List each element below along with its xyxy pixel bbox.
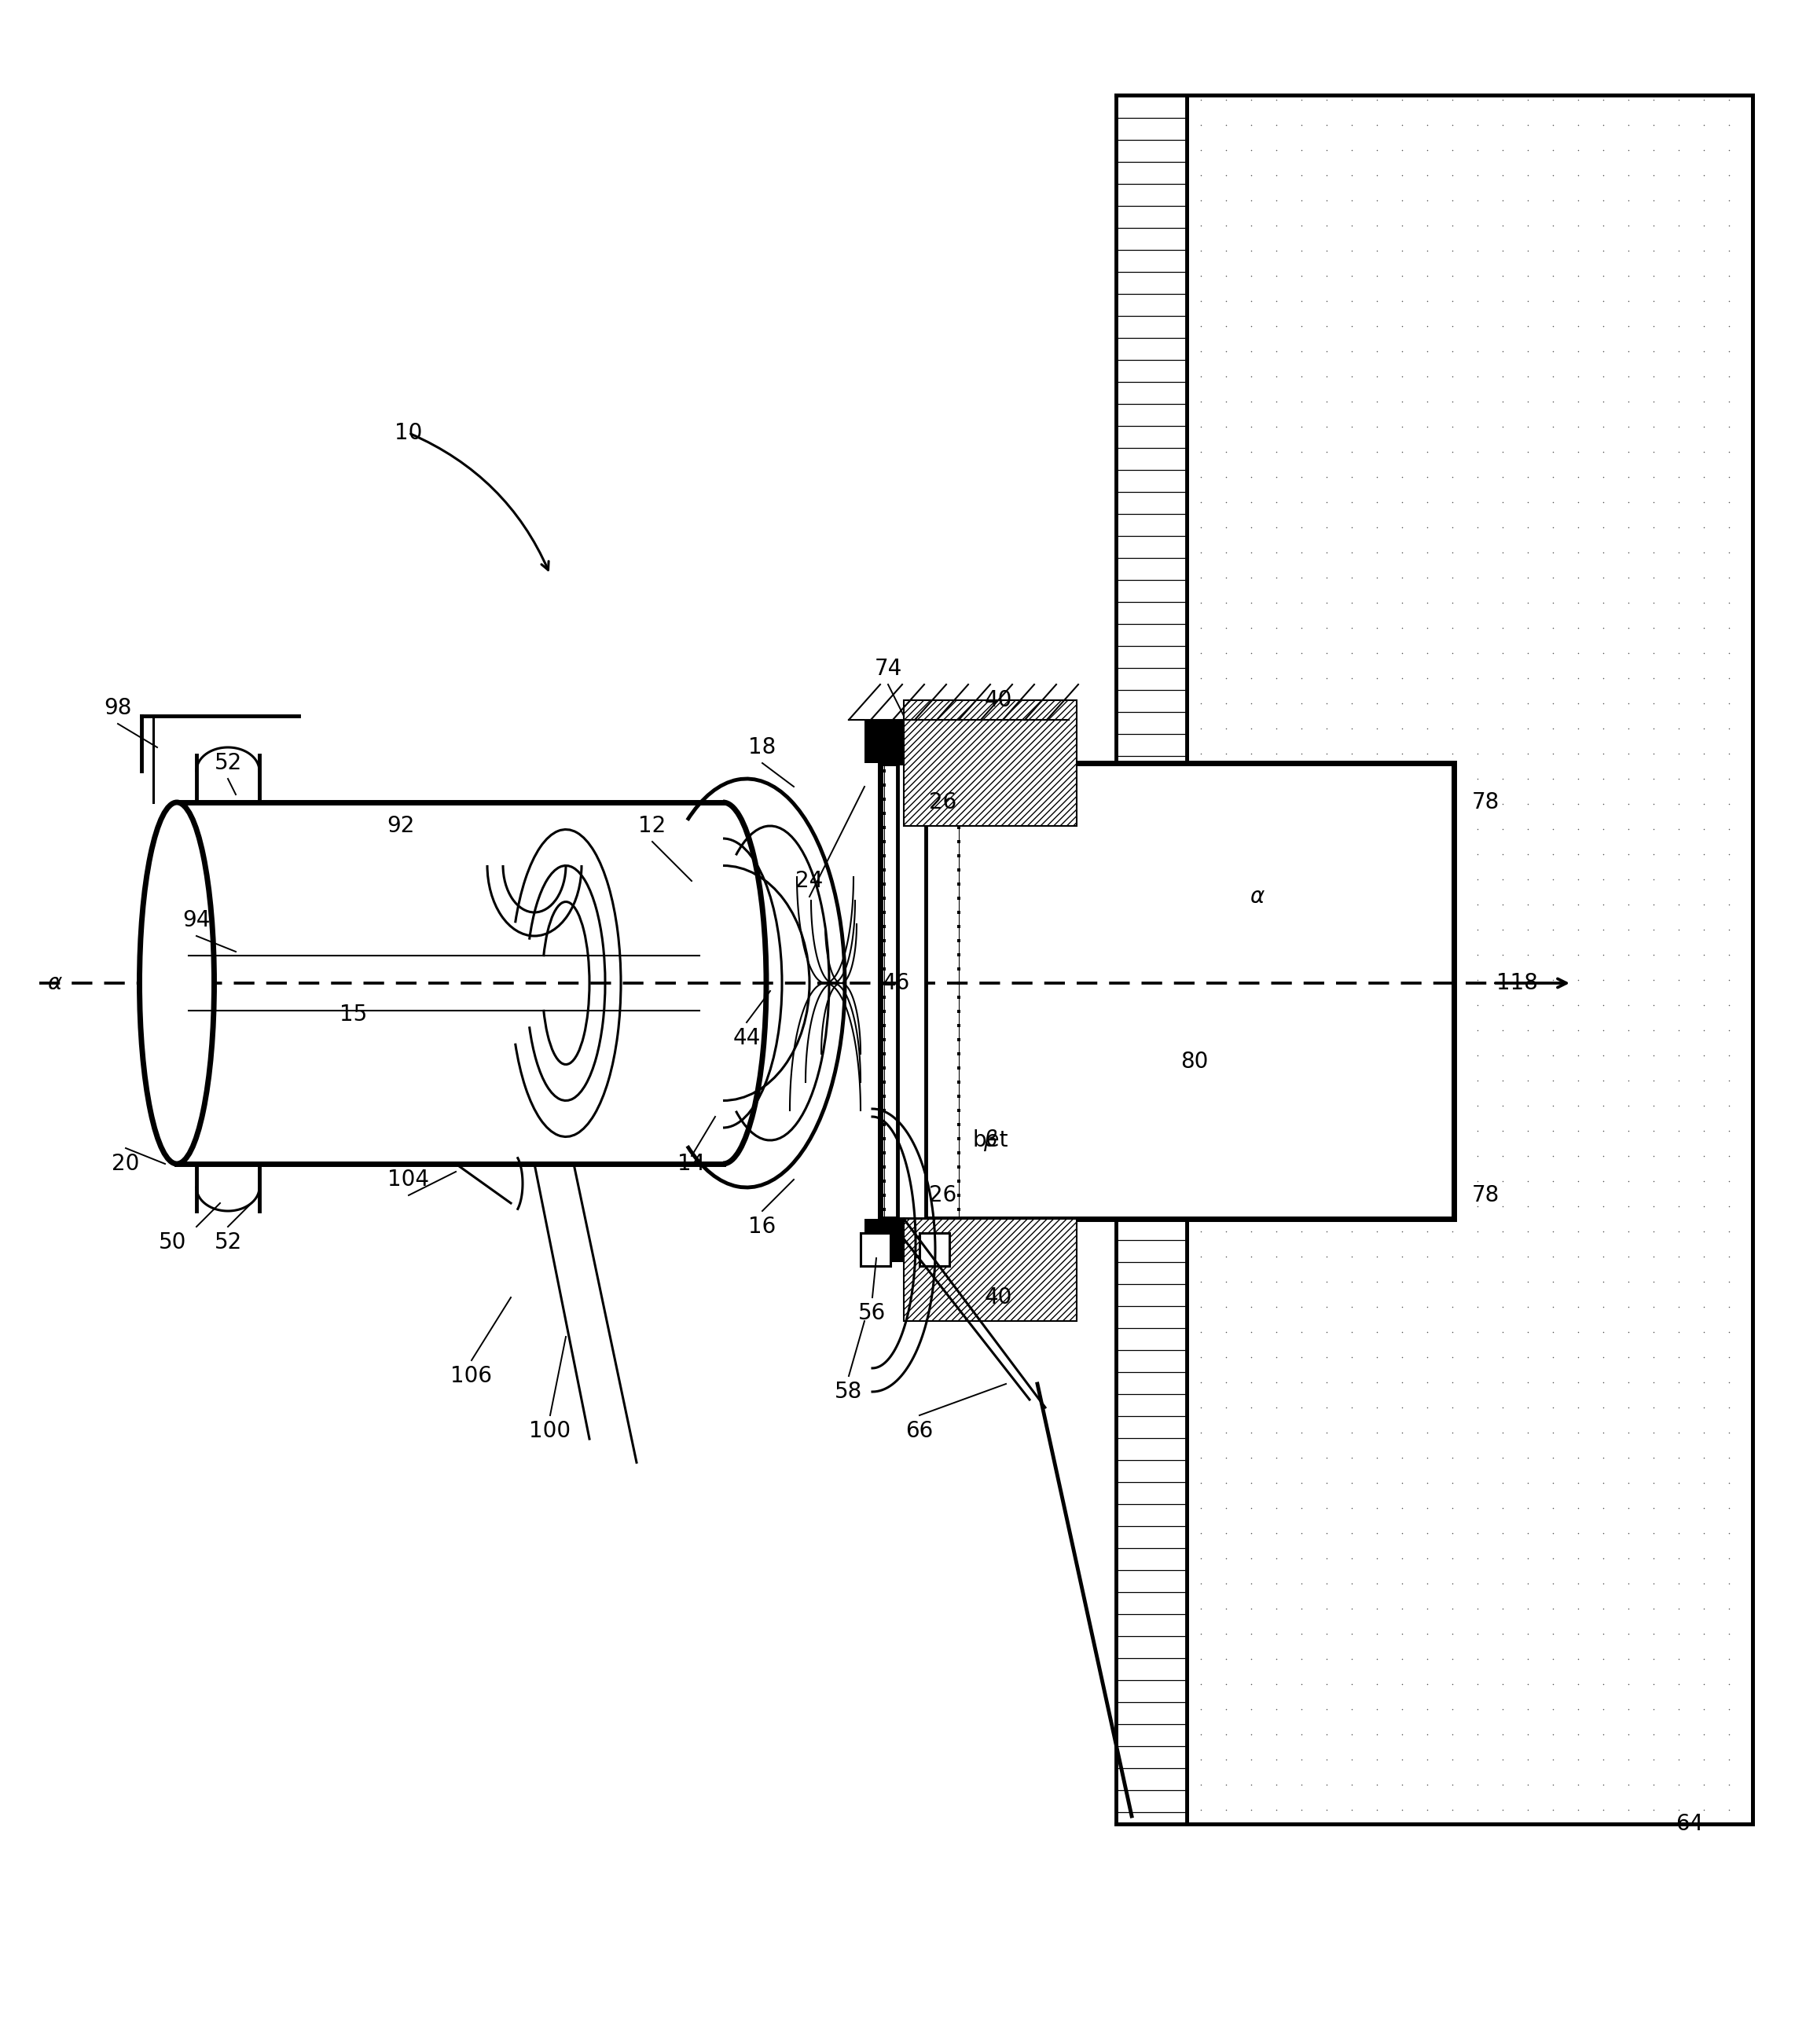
Text: 26: 26 <box>930 1183 957 1206</box>
Bar <box>903 701 1076 826</box>
Text: 24: 24 <box>796 871 824 891</box>
Text: 104: 104 <box>388 1169 430 1190</box>
Text: $\alpha$: $\alpha$ <box>1250 885 1266 908</box>
Text: 56: 56 <box>858 1302 887 1325</box>
Bar <box>1116 96 1187 1823</box>
Text: 66: 66 <box>905 1421 934 1441</box>
Text: 106: 106 <box>452 1365 493 1388</box>
Text: 58: 58 <box>834 1382 863 1402</box>
Text: 40: 40 <box>984 1286 1011 1308</box>
Text: $\alpha$: $\alpha$ <box>47 973 63 993</box>
Bar <box>1187 96 1752 1823</box>
Text: 64: 64 <box>1676 1813 1703 1836</box>
Text: 52: 52 <box>215 1230 242 1253</box>
Text: 52: 52 <box>215 752 242 775</box>
Ellipse shape <box>139 803 215 1163</box>
FancyBboxPatch shape <box>919 1233 950 1265</box>
Bar <box>865 1218 979 1261</box>
Text: 118: 118 <box>1495 973 1537 993</box>
Text: 74: 74 <box>874 658 901 681</box>
Text: 15: 15 <box>340 1004 367 1026</box>
Text: 14: 14 <box>677 1153 706 1175</box>
Text: 94: 94 <box>182 910 209 932</box>
FancyBboxPatch shape <box>861 1233 890 1265</box>
Text: 40: 40 <box>984 689 1011 711</box>
Text: 78: 78 <box>1472 1183 1499 1206</box>
Text: 26: 26 <box>930 791 957 814</box>
Bar <box>903 1218 1076 1320</box>
Text: 92: 92 <box>386 816 415 836</box>
Text: 44: 44 <box>733 1026 760 1049</box>
Text: 18: 18 <box>748 736 777 758</box>
Text: 50: 50 <box>159 1230 186 1253</box>
Text: 16: 16 <box>748 1216 777 1239</box>
Text: 80: 80 <box>1181 1051 1208 1073</box>
Text: 46: 46 <box>881 973 910 993</box>
Text: 98: 98 <box>105 697 132 719</box>
Text: 100: 100 <box>529 1421 571 1441</box>
Text: 78: 78 <box>1472 791 1499 814</box>
Text: 20: 20 <box>112 1153 139 1175</box>
Bar <box>898 762 926 1218</box>
Text: 10: 10 <box>396 421 423 444</box>
Text: bet: bet <box>972 1128 1008 1151</box>
Bar <box>880 762 1454 1218</box>
Text: 12: 12 <box>639 816 666 836</box>
Bar <box>865 719 979 762</box>
Text: $\beta$: $\beta$ <box>982 1128 997 1153</box>
